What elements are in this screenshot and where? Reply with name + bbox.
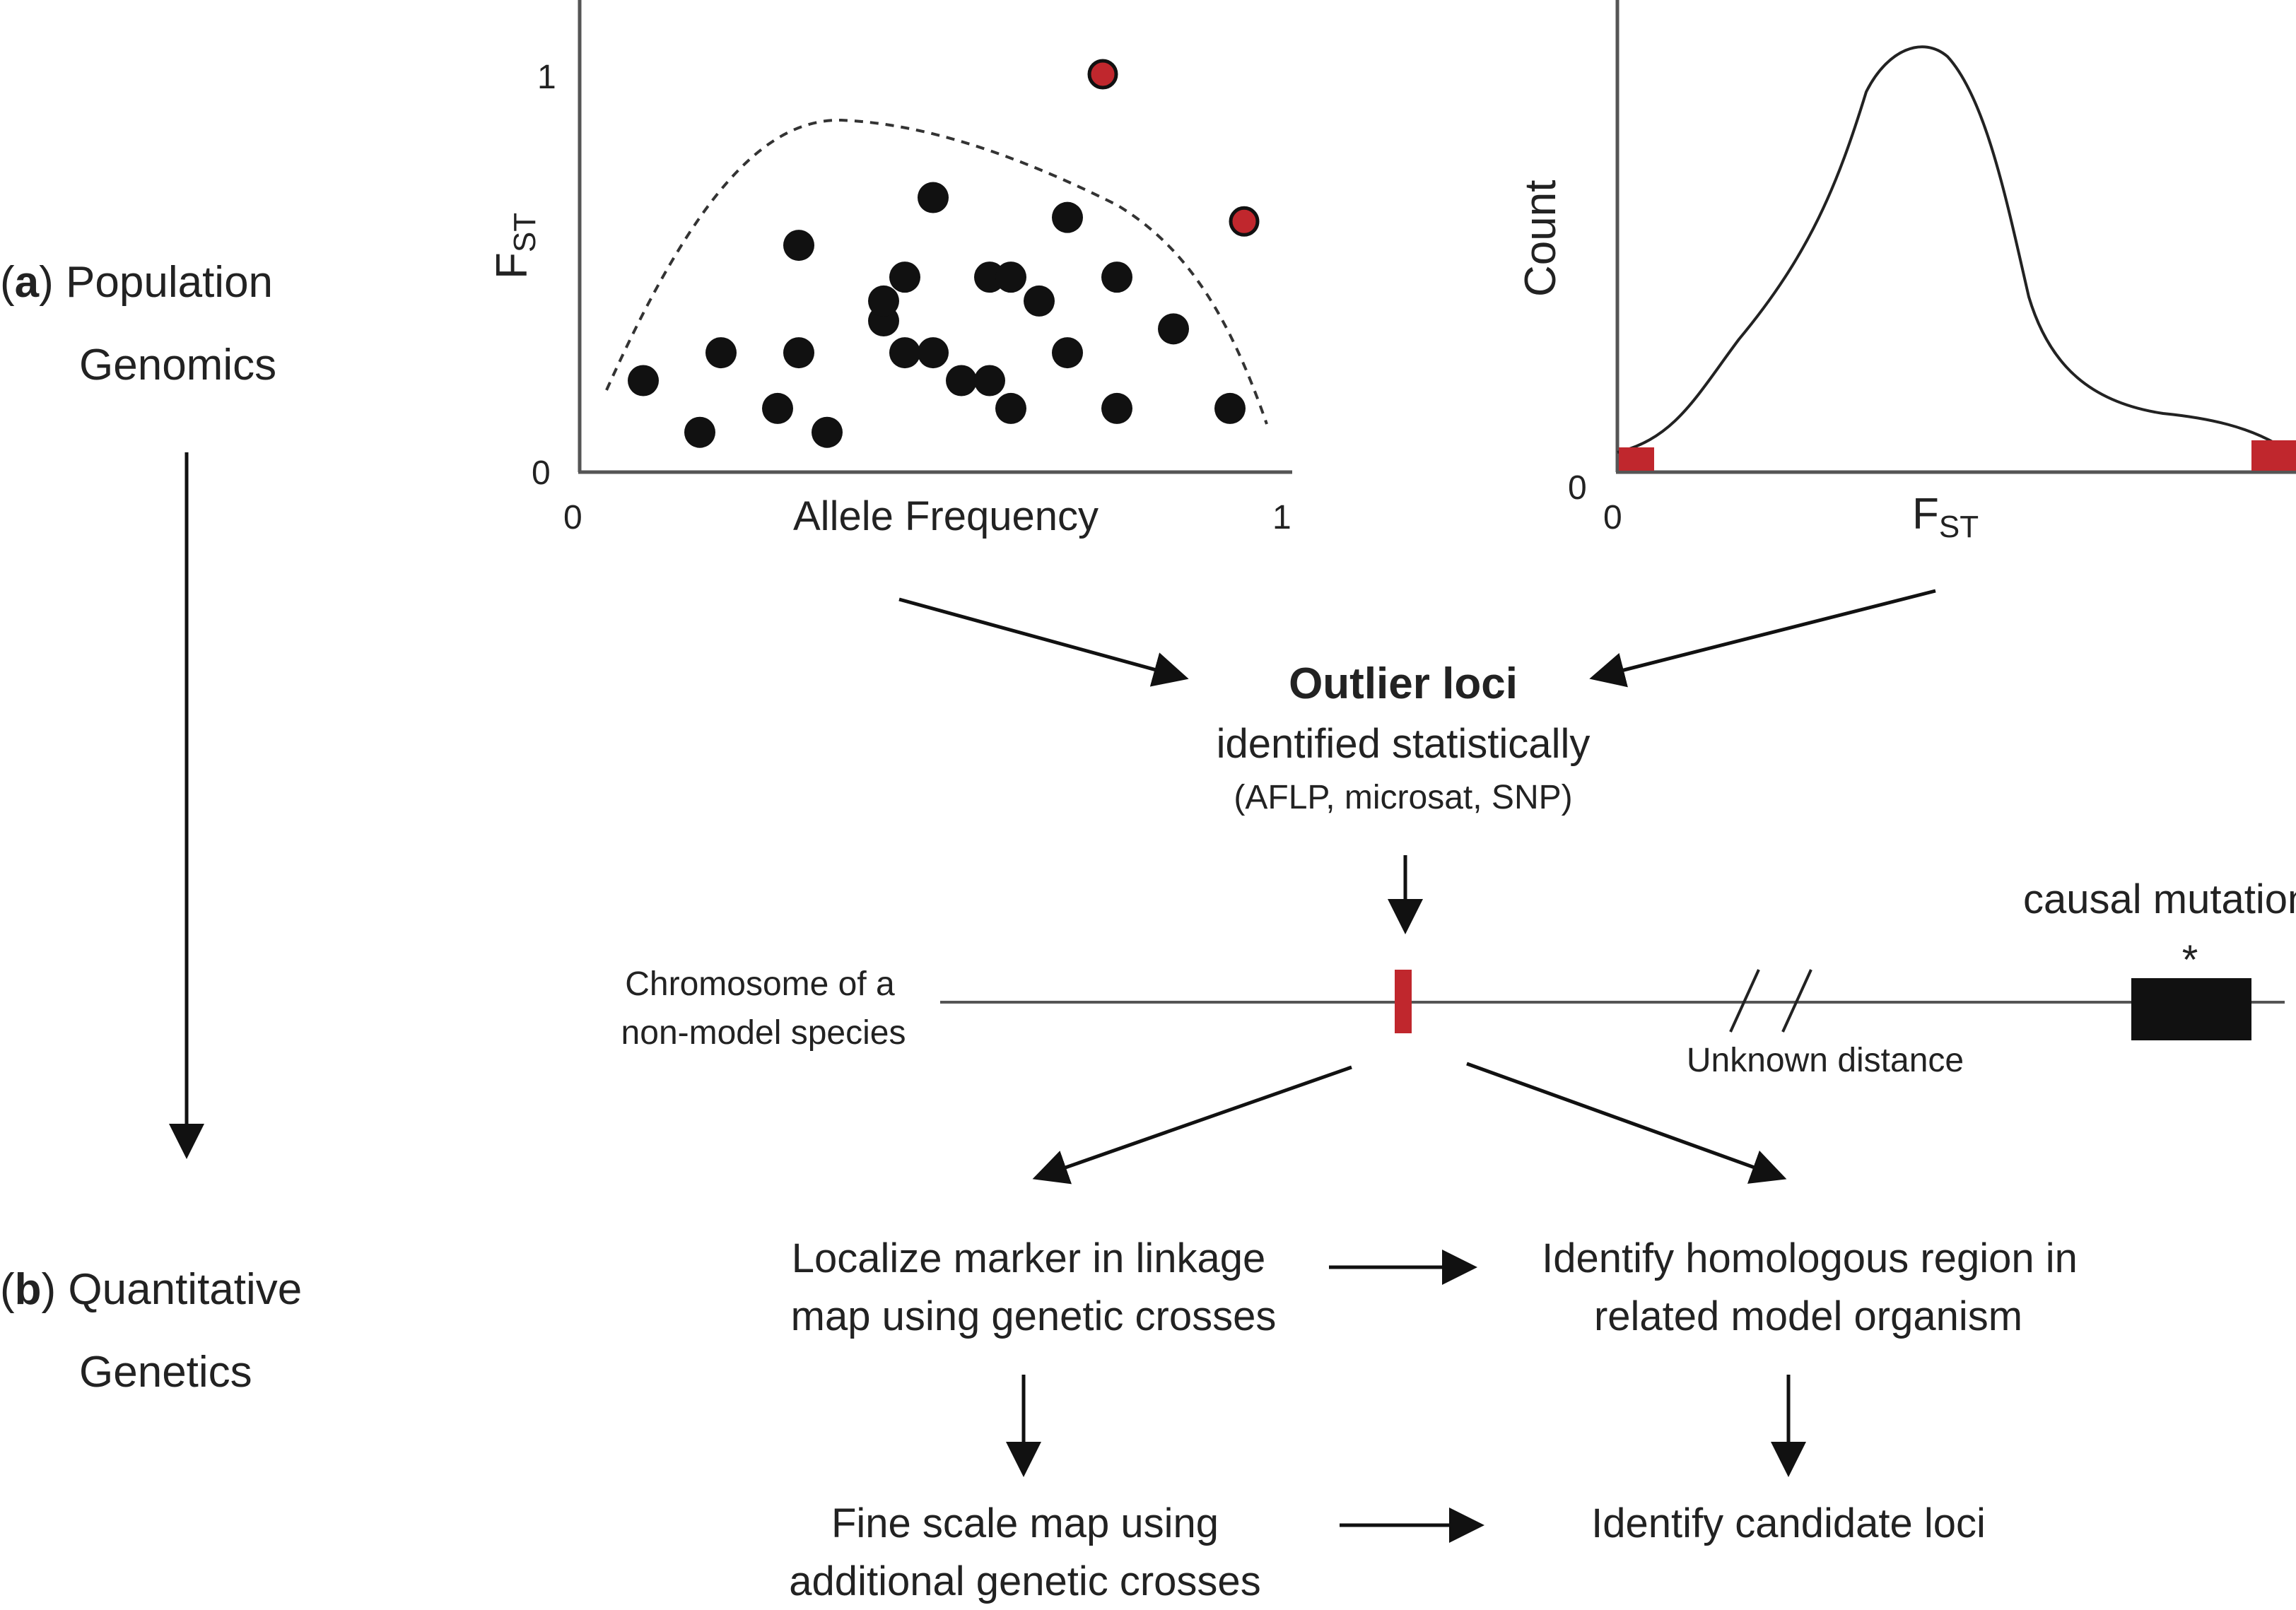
side-label-a-line2: Genomics (79, 341, 276, 389)
scatter-point (783, 230, 814, 262)
scatter-point (1101, 262, 1132, 293)
histogram-y-label: Count (1516, 180, 1565, 297)
chromosome-label-line2: non-model species (621, 1014, 906, 1052)
side-label-b-line1: Quantitative (68, 1265, 302, 1314)
scatter-y-tick-min: 0 (532, 454, 551, 492)
low-tail-highlight (1619, 447, 1654, 471)
histogram-x-tick-min: 0 (1603, 499, 1622, 536)
scatter-point (918, 182, 949, 213)
scatter-y-label-main: F (488, 252, 537, 279)
step-homolog-line1: Identify homologous region in (1542, 1235, 2078, 1281)
unknown-distance-label: Unknown distance (1687, 1042, 1964, 1079)
step-localize-line2: map using genetic crosses (791, 1293, 1277, 1339)
fst-density-curve (1617, 45, 2296, 454)
outlier-point (1087, 59, 1118, 90)
scatter-point (1214, 392, 1246, 424)
scatter-point (995, 262, 1026, 293)
outlier-marker (1395, 970, 1412, 1033)
arrow-scatter-to-outliers (898, 597, 1189, 687)
causal-asterisk: * (2182, 937, 2198, 983)
scatter-point (783, 337, 814, 369)
svg-text:(b) Quantitative: (b) Quantitative (0, 1265, 302, 1314)
scatter-plot: 1 0 0 1 Allele Frequency FST (488, 0, 1292, 539)
scatter-x-tick-max: 1 (1272, 499, 1292, 536)
scatter-point (1158, 313, 1189, 345)
step-homolog: Identify homologous region in related mo… (1542, 1235, 2078, 1339)
outlier-point (1229, 206, 1260, 237)
outlier-loci-title: Outlier loci (1289, 659, 1518, 708)
scatter-point (918, 337, 949, 369)
side-label-a: (a) Population Genomics (0, 258, 276, 389)
scatter-point (1052, 201, 1083, 233)
scatter-x-tick-min: 0 (563, 499, 582, 536)
causal-mutation-label: causal mutation (2023, 876, 2296, 922)
histogram-plot: 0 0 Count FST (1516, 0, 2296, 544)
scatter-point (1024, 285, 1055, 317)
step-localize: Localize marker in linkage map using gen… (791, 1235, 1277, 1339)
scatter-point (946, 365, 977, 396)
svg-text:(a) Population: (a) Population (0, 258, 273, 307)
scatter-point (628, 365, 659, 396)
scatter-y-tick-max: 1 (537, 59, 556, 96)
scatter-point (1101, 392, 1132, 424)
outlier-loci-methods: (AFLP, microsat, SNP) (1234, 779, 1572, 816)
histogram-x-label-main: F (1912, 490, 1939, 539)
causal-gene-block (2131, 978, 2251, 1040)
outlier-loci-subtitle: identified statistically (1217, 721, 1591, 767)
chromosome-label-line1: Chromosome of a (625, 965, 895, 1003)
side-label-a-line1: Population (66, 258, 273, 307)
histogram-y-tick-min: 0 (1568, 469, 1587, 507)
arrow-to-homolog (1466, 1062, 1787, 1184)
neutral-envelope-curve (605, 118, 1268, 425)
side-label-b-letter: b (15, 1265, 42, 1314)
scatter-point (1052, 337, 1083, 369)
chromosome-diagram: Chromosome of a non-model species Unknow… (621, 876, 2296, 1079)
side-label-b: (b) Quantitative Genetics (0, 1265, 302, 1397)
scatter-point (995, 392, 1026, 424)
step-fine-line1: Fine scale map using (831, 1500, 1219, 1546)
step-localize-line1: Localize marker in linkage (792, 1235, 1266, 1281)
scatter-point (889, 337, 920, 369)
step-fine-line2: additional genetic crosses (789, 1558, 1260, 1604)
scatter-y-label-sub: ST (508, 213, 542, 252)
scatter-point (868, 285, 899, 317)
scatter-point (684, 416, 715, 448)
scatter-point (705, 337, 737, 369)
high-tail-highlight (2251, 440, 2296, 471)
break-mark-right (1781, 969, 1812, 1033)
scatter-points (628, 59, 1260, 448)
histogram-x-label: FST (1912, 490, 1979, 544)
arrow-to-localize (1032, 1065, 1352, 1185)
scatter-y-label: FST (488, 213, 542, 279)
scatter-point (889, 262, 920, 293)
side-label-a-letter: a (15, 258, 40, 307)
side-label-b-line2: Genetics (79, 1348, 252, 1397)
scatter-x-label: Allele Frequency (793, 493, 1099, 539)
outlier-loci-block: Outlier loci identified statistically (A… (1217, 659, 1591, 816)
step-candidate-loci: Identify candidate loci (1591, 1500, 1986, 1546)
histogram-x-label-sub: ST (1939, 510, 1979, 544)
scatter-point (974, 365, 1005, 396)
step-homolog-line2: related model organism (1594, 1293, 2022, 1339)
step-fine-map: Fine scale map using additional genetic … (789, 1500, 1260, 1604)
break-mark-left (1729, 969, 1760, 1033)
scatter-point (762, 392, 793, 424)
arrow-histogram-to-outliers (1589, 589, 1936, 688)
scatter-point (812, 416, 843, 448)
